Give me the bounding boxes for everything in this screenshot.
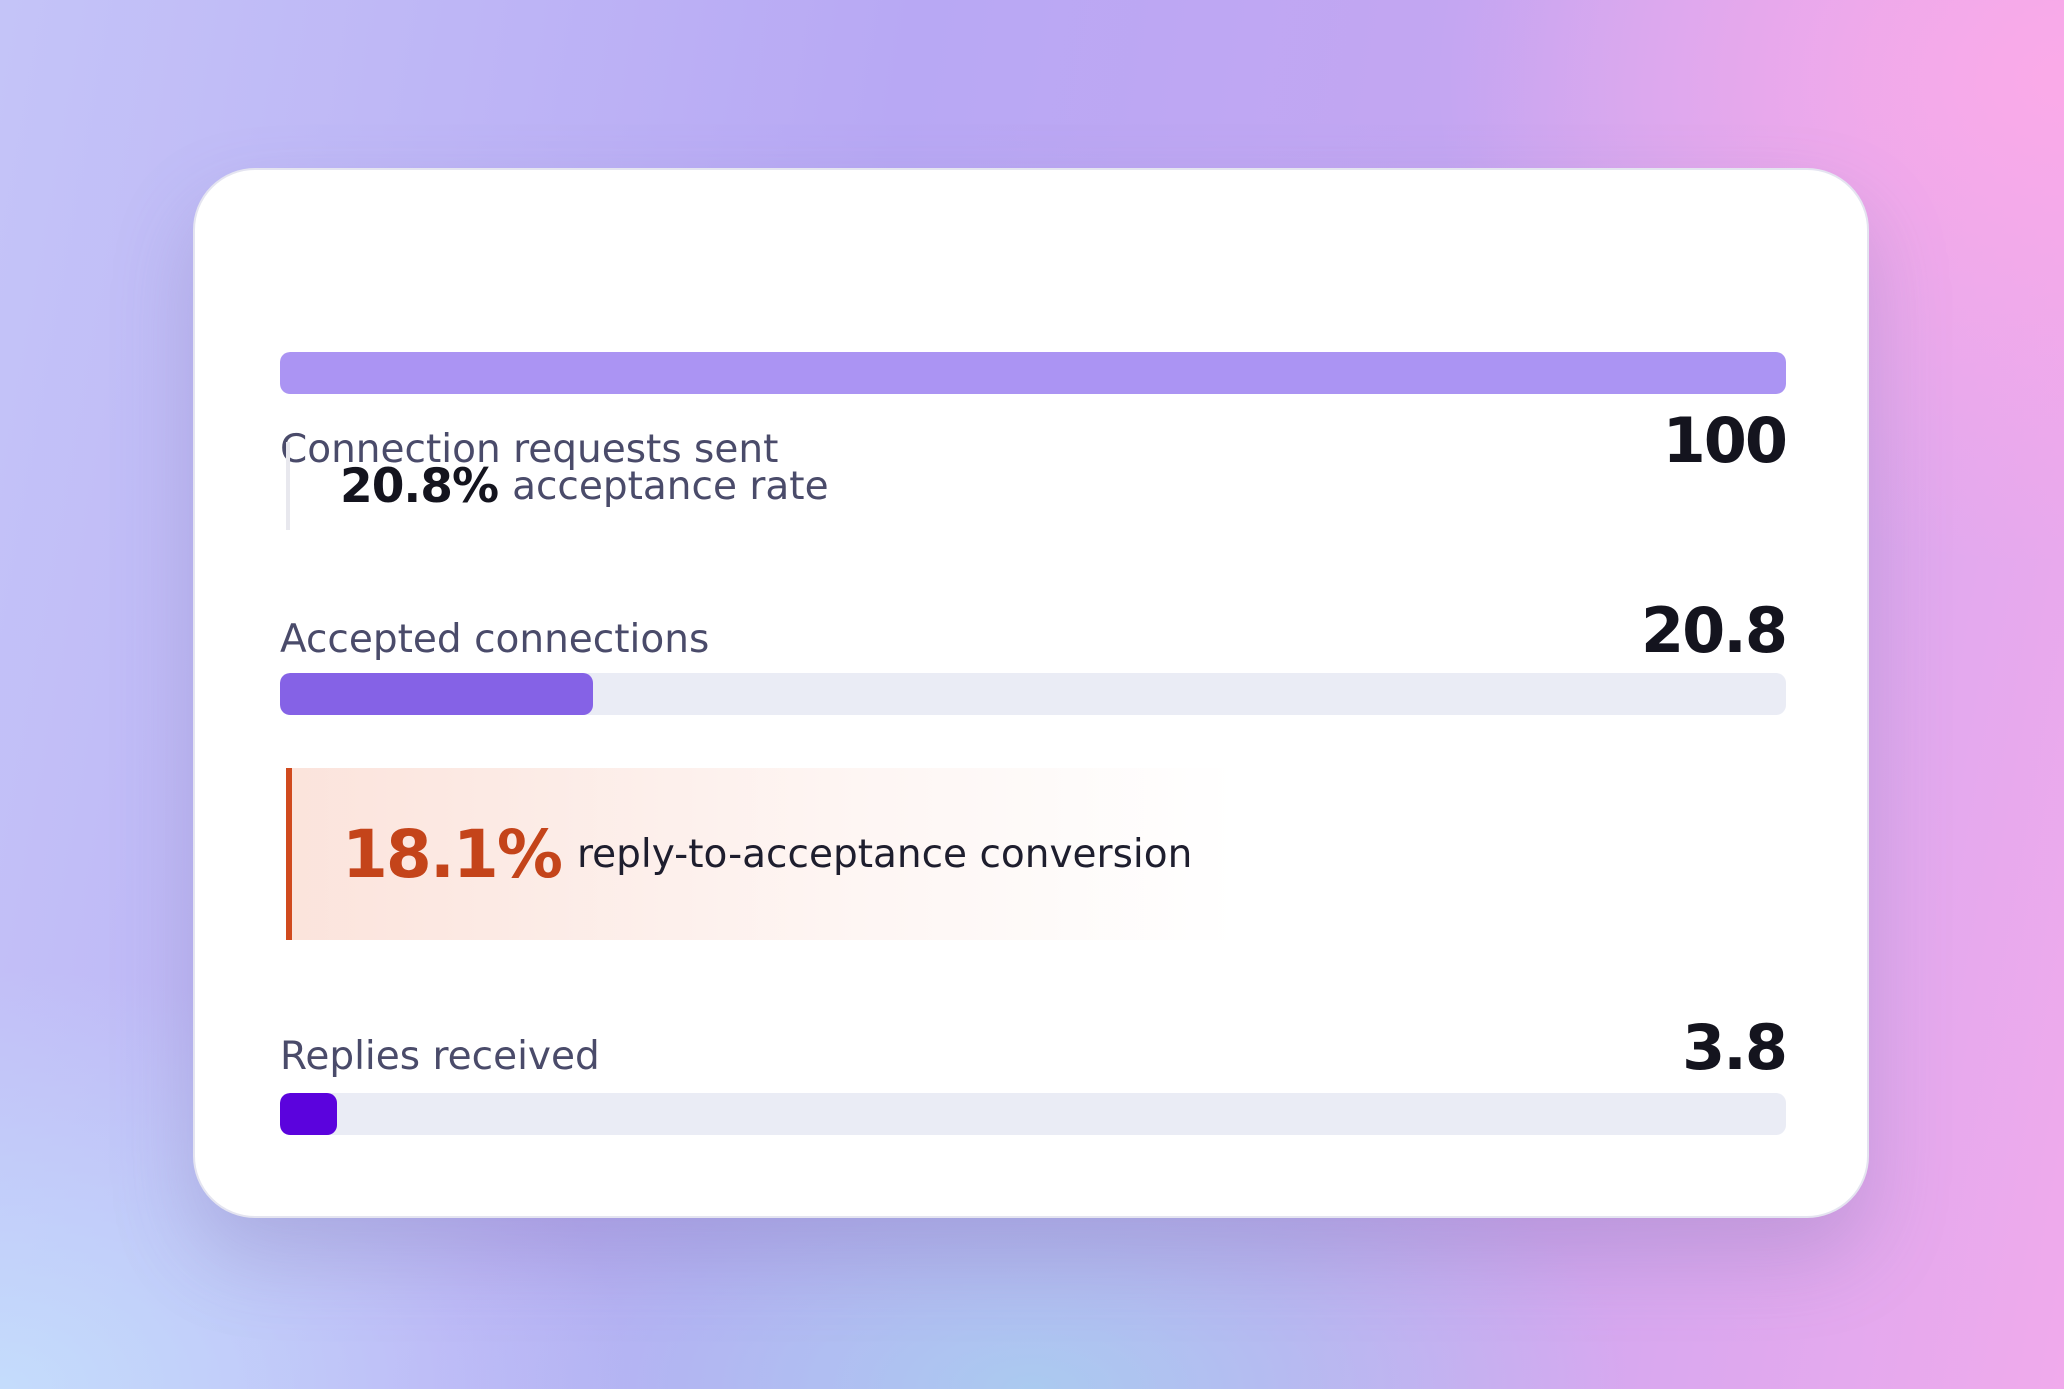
conversion-percent: 20.8% <box>340 458 499 514</box>
conversion-text: reply-to-acceptance conversion <box>576 831 1193 877</box>
conversion-percent: 18.1% <box>342 815 563 893</box>
stage-value: 100 <box>1662 404 1788 477</box>
progress-fill <box>280 352 1786 394</box>
conversion-acceptance-rate: 20.8% acceptance rate <box>286 442 1186 530</box>
stage-value: 20.8 <box>1641 594 1788 667</box>
stage-replies-received: Replies received 3.8 <box>280 999 1788 1084</box>
stage-label: Accepted connections <box>280 617 710 662</box>
stage-accepted-connections: Accepted connections 20.8 <box>280 582 1788 667</box>
conversion-text: acceptance rate <box>512 463 829 509</box>
stage-value: 3.8 <box>1682 1011 1788 1084</box>
progress-bar-replies-received <box>280 1093 1786 1135</box>
stage-connection-requests: Connection requests sent 100 <box>280 392 1788 477</box>
progress-bar-accepted-connections <box>280 673 1786 715</box>
progress-fill <box>280 1093 338 1135</box>
funnel-card: Connection requests sent 100 20.8% accep… <box>193 168 1869 1218</box>
stage-label: Replies received <box>280 1034 600 1079</box>
conversion-reply-to-acceptance: 18.1% reply-to-acceptance conversion <box>286 768 1236 940</box>
stage-label: Connection requests sent <box>280 427 779 472</box>
progress-bar-connection-requests <box>280 352 1786 394</box>
progress-fill <box>280 673 594 715</box>
